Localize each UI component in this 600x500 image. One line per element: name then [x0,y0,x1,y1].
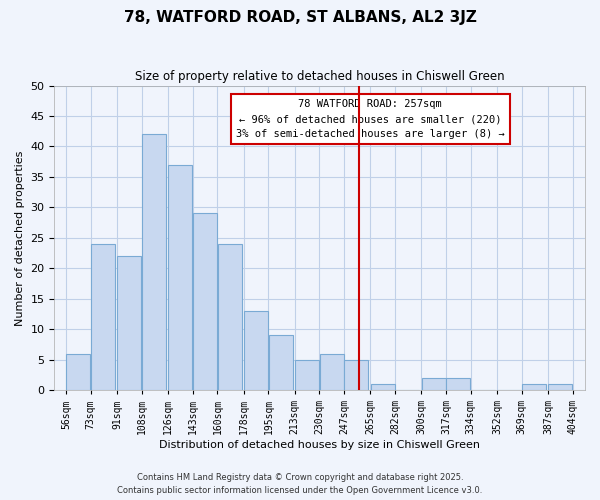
Bar [422,378,446,390]
Bar [193,214,217,390]
Bar [91,244,115,390]
Text: Contains HM Land Registry data © Crown copyright and database right 2025.
Contai: Contains HM Land Registry data © Crown c… [118,474,482,495]
Text: 78, WATFORD ROAD, ST ALBANS, AL2 3JZ: 78, WATFORD ROAD, ST ALBANS, AL2 3JZ [124,10,476,25]
Bar [320,354,344,390]
Bar [118,256,142,390]
Text: 78 WATFORD ROAD: 257sqm
← 96% of detached houses are smaller (220)
3% of semi-de: 78 WATFORD ROAD: 257sqm ← 96% of detache… [236,100,505,139]
Bar [344,360,368,390]
Bar [269,336,293,390]
Bar [371,384,395,390]
Bar [67,354,91,390]
Title: Size of property relative to detached houses in Chiswell Green: Size of property relative to detached ho… [135,70,505,83]
Y-axis label: Number of detached properties: Number of detached properties [15,150,25,326]
Bar [142,134,166,390]
Bar [522,384,546,390]
Bar [295,360,319,390]
Bar [446,378,470,390]
Bar [218,244,242,390]
X-axis label: Distribution of detached houses by size in Chiswell Green: Distribution of detached houses by size … [159,440,480,450]
Bar [169,165,193,390]
Bar [244,311,268,390]
Bar [548,384,572,390]
